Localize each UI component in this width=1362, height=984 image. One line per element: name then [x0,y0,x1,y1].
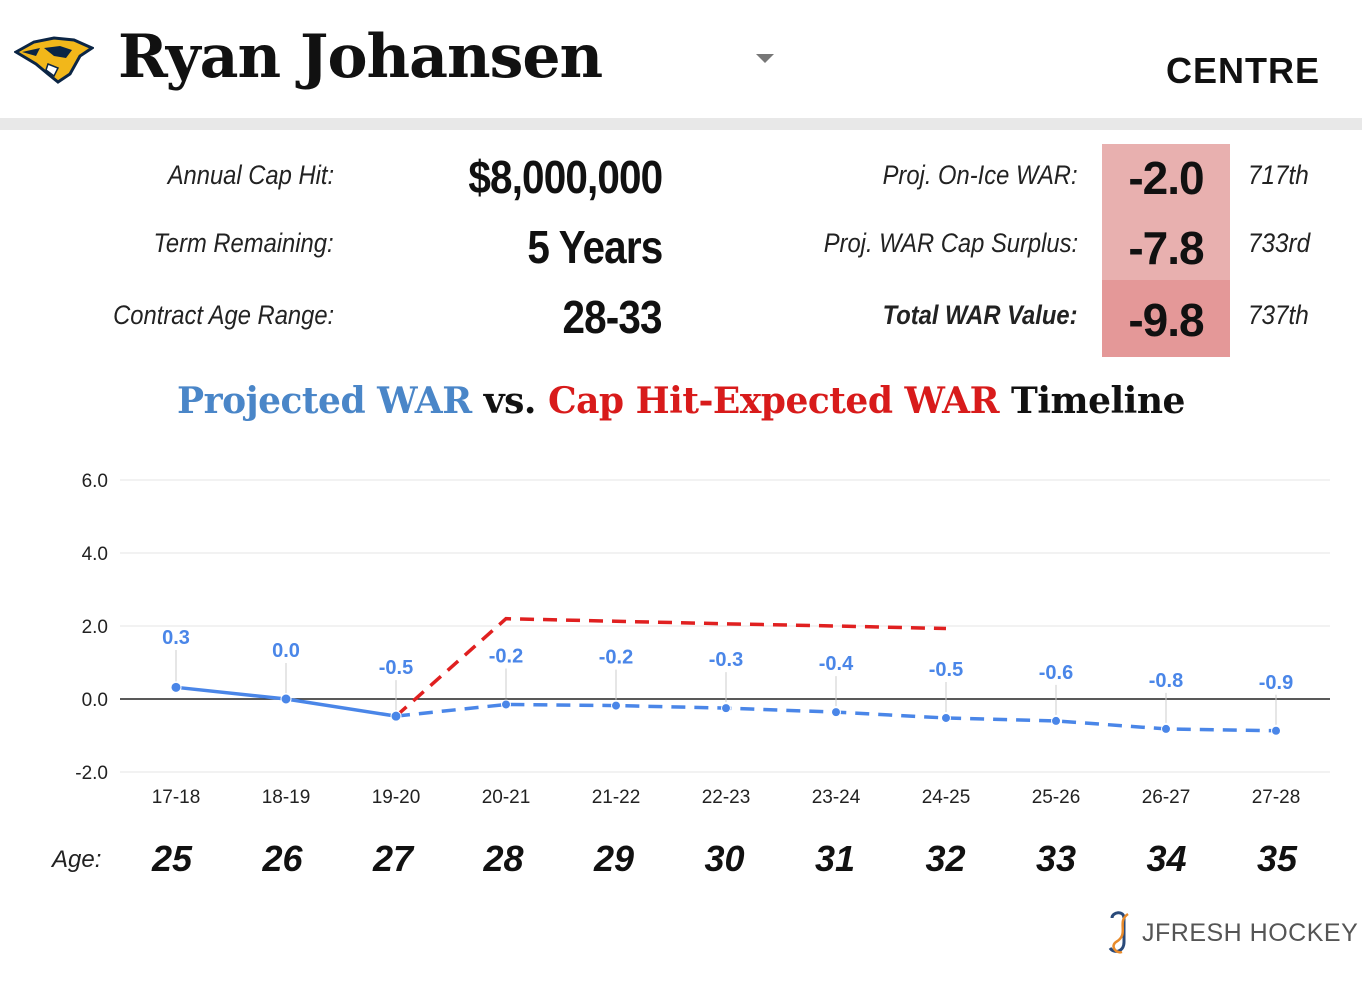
projected-war-point [611,700,621,711]
x-tick-label: 17-18 [152,787,201,808]
y-tick-label: 4.0 [82,544,108,565]
data-label: -0.2 [599,647,633,669]
age-value: 31 [814,838,856,879]
y-tick-label: 2.0 [82,617,108,638]
projected-war-point [1051,715,1061,726]
header: Ryan Johansen CENTRE [0,0,1362,118]
x-tick-label: 25-26 [1032,787,1081,808]
chart-title-expected: Cap Hit-Expected WAR [547,380,1000,422]
data-label: -0.6 [1039,662,1073,684]
war-surplus-rank: 733rd [1248,228,1311,258]
y-tick-label: 6.0 [82,471,108,492]
player-position: CENTRE [1165,50,1320,91]
chart-title-timeline: Timeline [999,380,1185,422]
age-value: 29 [593,838,635,879]
total-war-label: Total WAR Value: [883,300,1078,330]
term-value: 5 Years [527,221,663,273]
x-tick-label: 19-20 [372,787,421,808]
chart-title: Projected WAR vs. Cap Hit-Expected WAR T… [0,380,1362,422]
x-tick-label: 20-21 [482,787,531,808]
y-tick-label: -2.0 [75,763,108,784]
data-label: -0.4 [819,653,854,675]
projected-war-point [170,681,182,693]
projected-war-point [280,693,292,705]
chart-title-vs: vs. [471,380,548,422]
cap-hit-value: $8,000,000 [468,151,663,203]
age-label: Age: [52,846,102,873]
age-value: 27 [372,838,414,879]
header-divider [0,118,1362,130]
onice-war-value: -2.0 [1102,144,1230,212]
player-name: Ryan Johansen [118,22,603,92]
y-tick-label: 0.0 [82,690,108,711]
x-tick-label: 27-28 [1252,787,1301,808]
brand-text: JFRESH HOCKEY [1142,918,1359,947]
age-value: 34 [1146,838,1187,879]
projected-war-point [721,703,731,714]
age-value: 28 [483,838,524,879]
data-label: -0.5 [929,659,963,681]
jfresh-logo-icon [1108,911,1129,954]
age-value: 30 [704,838,745,879]
onice-war-rank: 717th [1248,160,1309,190]
age-value: 35 [1256,838,1298,879]
onice-war-label: Proj. On-Ice WAR: [883,160,1078,190]
x-tick-label: 24-25 [922,787,971,808]
data-label: -0.9 [1259,672,1293,694]
data-label: 0.0 [272,640,300,662]
age-value: 26 [262,838,303,879]
age-range-value: 28-33 [562,291,663,343]
x-tick-label: 18-19 [262,787,311,808]
projected-war-point [831,707,841,718]
age-value: 25 [151,838,193,879]
data-label: -0.8 [1149,670,1183,692]
chart-title-projected: Projected WAR [177,380,472,422]
data-label: -0.5 [379,657,413,679]
term-label: Term Remaining: [153,228,334,258]
projected-war-point [390,710,402,722]
age-value: 33 [1035,838,1077,879]
x-tick-label: 23-24 [812,787,861,808]
predators-logo-icon [13,34,96,84]
brand: JFRESH HOCKEY [1106,908,1358,958]
war-surplus-value: -7.8 [1102,212,1230,280]
age-range-label: Contract Age Range: [112,300,334,330]
total-war-value: -9.8 [1102,280,1230,357]
projected-war-point [501,699,511,710]
total-war-rank: 737th [1248,300,1309,330]
war-surplus-label: Proj. WAR Cap Surplus: [823,228,1078,258]
player-dropdown-chevron-down-icon[interactable] [756,54,774,63]
projected-war-point [941,712,951,723]
age-value: 32 [925,838,966,879]
x-tick-label: 22-23 [702,787,751,808]
x-tick-label: 26-27 [1142,787,1191,808]
expected-war-line [394,616,947,718]
data-label: 0.3 [162,627,190,649]
projected-war-point [1161,723,1171,734]
war-timeline-chart: -2.0 0.0 2.0 4.0 6.0 17-18 18-19 19-20 20-21 21-2… [75,471,1330,808]
data-label: -0.3 [709,649,743,671]
x-tick-label: 21-22 [592,787,641,808]
projected-war-point [1271,725,1281,736]
cap-hit-label: Annual Cap Hit: [167,160,334,190]
data-label: -0.2 [489,645,523,667]
